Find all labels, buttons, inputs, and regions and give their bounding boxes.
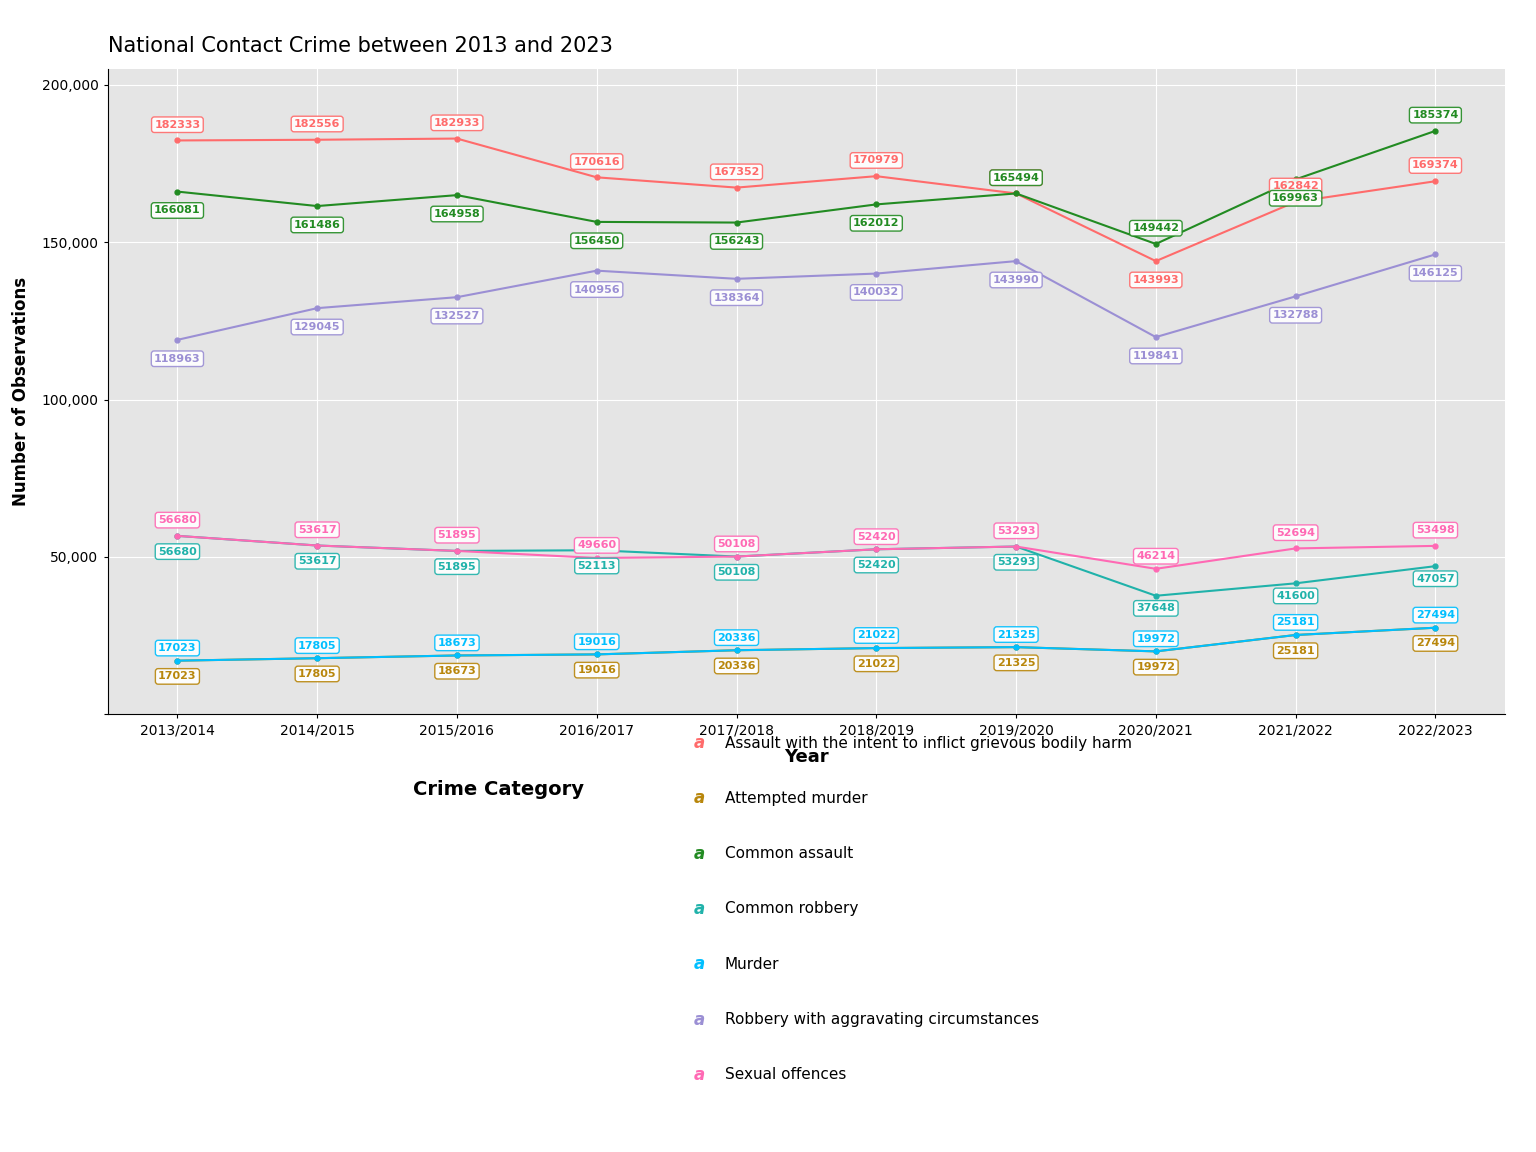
Text: a: a: [693, 734, 705, 752]
Text: 53617: 53617: [298, 556, 336, 567]
Text: 52694: 52694: [1276, 528, 1315, 538]
Text: 21022: 21022: [857, 630, 895, 641]
Text: a: a: [693, 955, 705, 973]
Text: 46214: 46214: [1137, 551, 1175, 561]
Text: 21325: 21325: [997, 658, 1035, 668]
X-axis label: Year: Year: [783, 749, 829, 766]
Text: 143990: 143990: [992, 275, 1040, 285]
Text: 156243: 156243: [713, 236, 760, 247]
Text: 182933: 182933: [433, 118, 481, 128]
Text: 170616: 170616: [573, 157, 621, 167]
Text: 49660: 49660: [578, 540, 616, 551]
Text: 53617: 53617: [298, 525, 336, 535]
Text: 25181: 25181: [1276, 617, 1315, 628]
Text: 19972: 19972: [1137, 634, 1175, 644]
Text: 19016: 19016: [578, 665, 616, 675]
Text: 37648: 37648: [1137, 604, 1175, 613]
Text: 165494: 165494: [992, 173, 1040, 183]
Text: 161486: 161486: [293, 220, 341, 230]
Text: 52420: 52420: [857, 560, 895, 570]
Text: 27494: 27494: [1416, 638, 1455, 649]
Text: 27494: 27494: [1416, 611, 1455, 620]
Text: 20336: 20336: [717, 632, 756, 643]
Text: 21022: 21022: [857, 659, 895, 669]
Text: 56680: 56680: [158, 546, 197, 556]
Text: 17805: 17805: [298, 641, 336, 651]
Text: 19972: 19972: [1137, 662, 1175, 672]
Text: 41600: 41600: [1276, 591, 1315, 601]
Text: 19016: 19016: [578, 637, 616, 646]
Text: 182556: 182556: [293, 119, 341, 129]
Text: 132527: 132527: [433, 311, 481, 321]
Text: a: a: [693, 1066, 705, 1084]
Text: 17023: 17023: [158, 643, 197, 653]
Text: 118963: 118963: [154, 354, 201, 364]
Text: a: a: [693, 789, 705, 808]
Text: 56680: 56680: [158, 515, 197, 525]
Text: 18673: 18673: [438, 638, 476, 647]
Text: 156450: 156450: [573, 236, 621, 245]
Text: National Contact Crime between 2013 and 2023: National Contact Crime between 2013 and …: [108, 37, 613, 56]
Text: 53498: 53498: [1416, 525, 1455, 536]
Text: 185374: 185374: [1412, 111, 1459, 120]
Text: a: a: [693, 844, 705, 863]
Text: Common robbery: Common robbery: [725, 901, 859, 917]
Text: 129045: 129045: [293, 323, 341, 332]
Text: 166081: 166081: [154, 205, 201, 215]
Text: Robbery with aggravating circumstances: Robbery with aggravating circumstances: [725, 1011, 1040, 1028]
Y-axis label: Number of Observations: Number of Observations: [12, 278, 31, 506]
Text: 143993: 143993: [1132, 275, 1180, 285]
Text: 51895: 51895: [438, 530, 476, 540]
Text: 170979: 170979: [852, 156, 900, 166]
Text: 18673: 18673: [438, 666, 476, 676]
Text: 50108: 50108: [717, 567, 756, 577]
Text: 138364: 138364: [713, 293, 760, 303]
Text: 162842: 162842: [1272, 181, 1319, 191]
Text: a: a: [693, 1010, 705, 1029]
Text: Attempted murder: Attempted murder: [725, 790, 868, 806]
Text: Common assault: Common assault: [725, 846, 852, 862]
Text: 167352: 167352: [713, 167, 760, 177]
Text: Crime Category: Crime Category: [413, 780, 584, 798]
Text: 50108: 50108: [717, 539, 756, 550]
Text: a: a: [693, 900, 705, 918]
Text: 140956: 140956: [573, 285, 621, 295]
Text: 53293: 53293: [997, 525, 1035, 536]
Text: 169963: 169963: [1272, 194, 1319, 203]
Text: 17023: 17023: [158, 672, 197, 681]
Text: 132788: 132788: [1272, 310, 1319, 320]
Text: 20336: 20336: [717, 661, 756, 670]
Text: 162012: 162012: [852, 218, 900, 228]
Text: 17805: 17805: [298, 669, 336, 679]
Text: 165494: 165494: [992, 173, 1040, 183]
Text: 164958: 164958: [433, 209, 481, 219]
Text: 47057: 47057: [1416, 574, 1455, 584]
Text: 140032: 140032: [852, 288, 900, 297]
Text: 52113: 52113: [578, 561, 616, 571]
Text: 51895: 51895: [438, 562, 476, 571]
Text: 149442: 149442: [1132, 223, 1180, 233]
Text: Murder: Murder: [725, 956, 779, 972]
Text: 119841: 119841: [1132, 351, 1180, 361]
Text: Assault with the intent to inflict grievous bodily harm: Assault with the intent to inflict griev…: [725, 735, 1132, 751]
Text: 21325: 21325: [997, 629, 1035, 639]
Text: 169374: 169374: [1412, 160, 1459, 170]
Text: 52420: 52420: [857, 532, 895, 541]
Text: 182333: 182333: [154, 120, 201, 130]
Text: Sexual offences: Sexual offences: [725, 1067, 846, 1083]
Text: 25181: 25181: [1276, 646, 1315, 655]
Text: 53293: 53293: [997, 558, 1035, 567]
Text: 146125: 146125: [1412, 268, 1459, 279]
